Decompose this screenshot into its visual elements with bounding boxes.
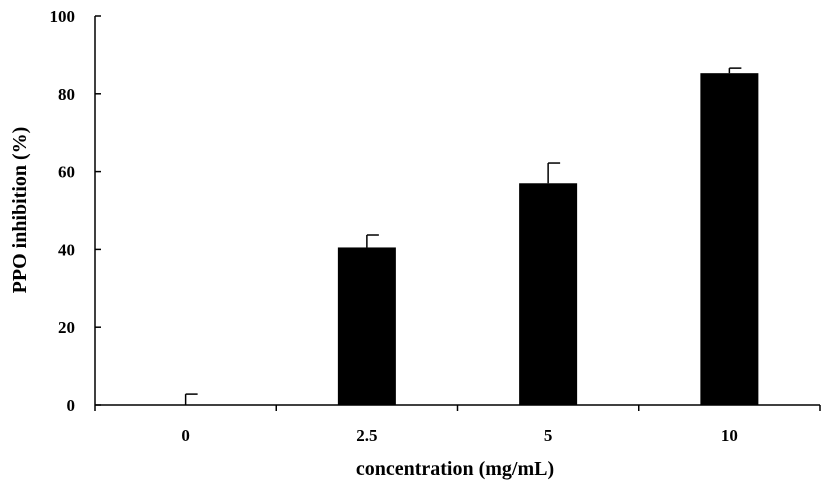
x-tick-label: 2.5 xyxy=(356,426,377,445)
bar-10 xyxy=(700,73,759,406)
x-tick-label: 10 xyxy=(721,426,738,445)
y-ticks: 0 20 40 60 80 100 xyxy=(50,7,101,415)
x-tick-label: 0 xyxy=(181,426,190,445)
x-tick-label: 5 xyxy=(544,426,553,445)
bar-2.5 xyxy=(337,247,396,405)
y-tick-label: 40 xyxy=(58,240,75,259)
x-ticks: 0 2.5 5 10 xyxy=(94,405,821,445)
y-tick-label: 20 xyxy=(58,318,75,337)
error-bar-5 xyxy=(547,162,561,184)
error-bar-2.5 xyxy=(366,234,379,248)
bar-5 xyxy=(519,183,578,405)
error-bar-10 xyxy=(728,67,742,74)
error-bar-0 xyxy=(184,393,198,405)
error-bars xyxy=(184,67,742,405)
y-tick-label: 100 xyxy=(50,7,76,26)
x-axis-title: concentration (mg/mL) xyxy=(356,458,554,480)
y-tick-label: 60 xyxy=(58,163,75,182)
y-tick-label: 80 xyxy=(58,85,75,104)
y-axis-title: PPO inhibition (%) xyxy=(9,127,31,294)
bars xyxy=(337,73,759,406)
y-tick-label: 0 xyxy=(67,396,76,415)
